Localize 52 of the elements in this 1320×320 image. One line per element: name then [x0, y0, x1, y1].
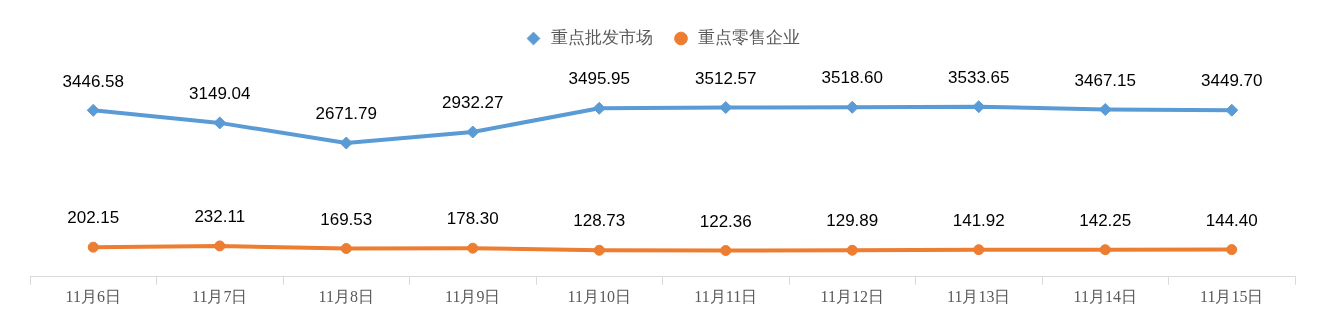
data-label: 3449.70	[1201, 71, 1263, 91]
point	[973, 244, 985, 256]
data-label: 129.89	[826, 211, 879, 231]
data-label: 3533.65	[948, 67, 1010, 87]
data-label: 3149.04	[189, 84, 251, 104]
x-tick-label: 11月12日	[820, 287, 884, 305]
data-label: 3518.60	[821, 68, 883, 88]
data-label: 178.30	[446, 209, 499, 229]
x-tick-label: 11月9日	[445, 287, 501, 305]
data-label: 128.73	[573, 211, 626, 231]
data-label: 3512.57	[695, 68, 757, 88]
point	[719, 101, 733, 115]
x-tick-label: 11月14日	[1073, 287, 1137, 305]
point	[1226, 244, 1238, 256]
x-tick-label: 11月8日	[318, 287, 374, 305]
point	[214, 240, 226, 252]
point	[1225, 103, 1239, 117]
data-label: 142.25	[1079, 210, 1132, 230]
point	[339, 136, 353, 150]
point	[213, 116, 227, 130]
point	[972, 100, 986, 114]
data-label: 141.92	[952, 210, 1005, 230]
data-label: 122.36	[699, 211, 752, 231]
point	[86, 103, 100, 117]
data-label: 202.15	[67, 208, 120, 228]
data-label: 232.11	[194, 207, 246, 227]
point	[1098, 102, 1112, 116]
legend-label: 重点批发市场	[550, 26, 653, 47]
point	[467, 242, 479, 254]
x-tick-label: 11月7日	[192, 287, 248, 305]
data-label: 3446.58	[62, 71, 124, 91]
data-label: 3495.95	[568, 69, 630, 89]
x-tick-label: 11月11日	[694, 287, 758, 305]
point	[1099, 244, 1111, 256]
point	[592, 101, 606, 115]
data-label: 2932.27	[442, 93, 504, 113]
point	[466, 125, 480, 139]
data-label: 2671.79	[315, 104, 377, 124]
legend-label: 重点零售企业	[698, 26, 800, 47]
point	[87, 241, 99, 253]
point	[845, 100, 859, 114]
data-label: 169.53	[320, 209, 373, 229]
x-tick-label: 11月13日	[947, 287, 1011, 305]
data-label: 3467.15	[1074, 70, 1136, 90]
x-tick-label: 11月6日	[65, 287, 121, 305]
x-tick-label: 11月15日	[1200, 287, 1264, 305]
point	[593, 244, 605, 256]
point	[846, 244, 858, 256]
data-label: 144.40	[1205, 210, 1258, 230]
point	[340, 243, 352, 255]
point	[720, 245, 732, 257]
x-tick-label: 11月10日	[567, 287, 631, 305]
